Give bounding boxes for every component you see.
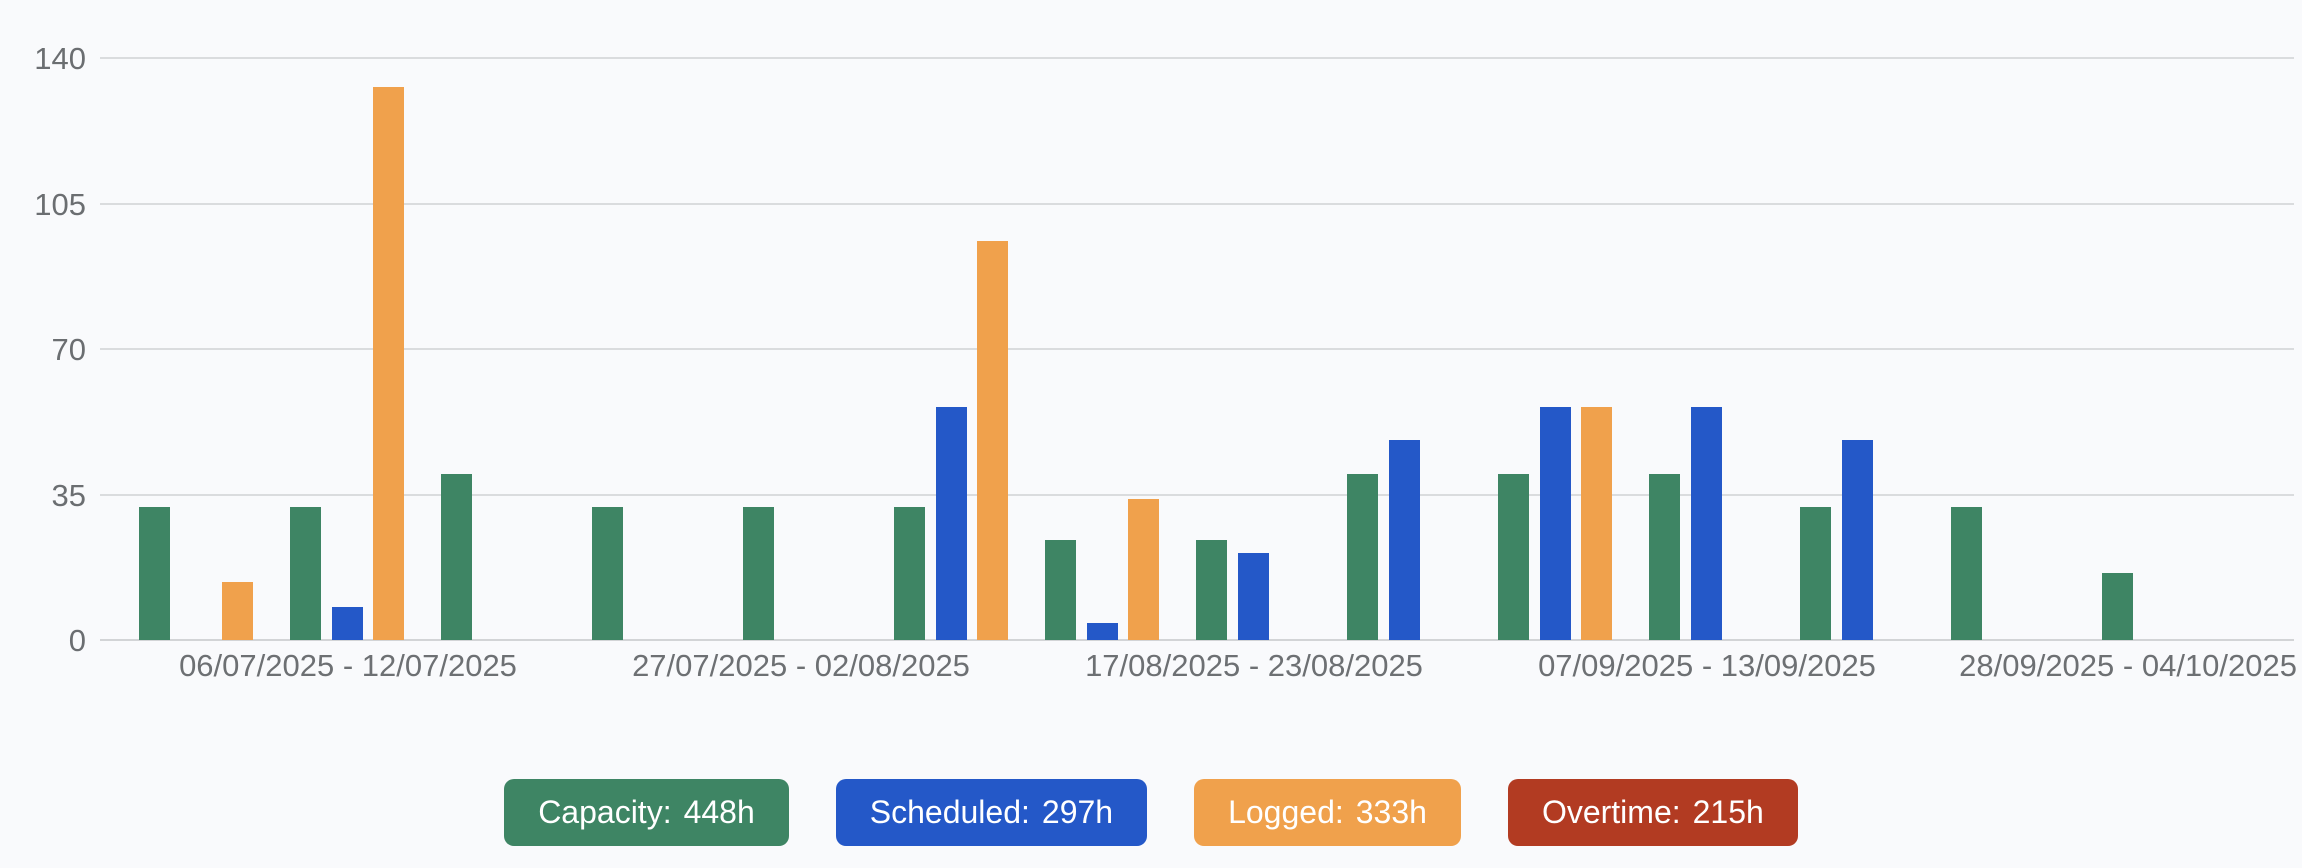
chart-legend: Capacity: 448h Scheduled: 297h Logged: 333h Ov… [0, 779, 2302, 846]
bar-logged-week-2[interactable] [373, 87, 404, 640]
x-axis-label-week-5: 27/07/2025 - 02/08/2025 [632, 648, 970, 683]
x-axis-label-week-2: 06/07/2025 - 12/07/2025 [179, 648, 517, 683]
bar-scheduled-week-9[interactable] [1388, 440, 1420, 640]
x-axis-label-week-11: 07/09/2025 - 13/09/2025 [1538, 648, 1876, 683]
bar-scheduled-week-12[interactable] [1841, 440, 1873, 640]
legend-logged-label: Logged: [1228, 794, 1344, 830]
bar-logged-week-7[interactable] [1128, 499, 1159, 640]
bar-capacity-week-2[interactable] [290, 507, 321, 640]
bar-capacity-week-8[interactable] [1196, 540, 1227, 640]
bar-capacity-week-5[interactable] [743, 507, 774, 640]
y-axis-tick-label-105: 105 [34, 186, 86, 222]
legend-scheduled-pill[interactable]: Scheduled: 297h [835, 779, 1148, 846]
bar-capacity-week-6[interactable] [894, 507, 925, 640]
bar-capacity-week-12[interactable] [1800, 507, 1831, 640]
bar-scheduled-week-2[interactable] [331, 607, 363, 640]
legend-capacity-label: Capacity: [538, 794, 672, 830]
bar-scheduled-week-10[interactable] [1539, 407, 1571, 640]
bar-logged-week-10[interactable] [1581, 407, 1612, 640]
legend-overtime-pill[interactable]: Overtime: 215h [1507, 779, 1798, 846]
x-axis-label-week-14: 28/09/2025 - 04/10/2025 [1959, 648, 2297, 683]
bar-scheduled-week-7[interactable] [1086, 623, 1118, 640]
bar-logged-week-6[interactable] [977, 241, 1008, 640]
bar-capacity-week-11[interactable] [1649, 474, 1680, 640]
y-axis-tick-label-0: 0 [68, 623, 86, 658]
legend-logged-value: 333h [1355, 794, 1427, 830]
bar-scheduled-week-6[interactable] [935, 407, 967, 640]
legend-capacity-pill[interactable]: Capacity: 448h [504, 779, 789, 846]
x-axis-label-week-8: 17/08/2025 - 23/08/2025 [1085, 648, 1423, 683]
legend-scheduled-label: Scheduled: [869, 794, 1030, 830]
legend-capacity-value: 448h [683, 794, 755, 830]
bar-capacity-week-9[interactable] [1347, 474, 1378, 640]
y-axis-tick-label-70: 70 [51, 332, 86, 367]
bar-capacity-week-13[interactable] [1951, 507, 1982, 640]
bar-logged-week-1[interactable] [222, 582, 253, 640]
gridline-140 [100, 57, 2294, 59]
legend-logged-pill[interactable]: Logged: 333h [1194, 779, 1461, 846]
bar-capacity-week-10[interactable] [1498, 474, 1529, 640]
bar-scheduled-week-8[interactable] [1237, 553, 1269, 640]
x-axis-baseline [100, 639, 2294, 641]
y-axis-tick-label-35: 35 [51, 477, 86, 513]
bar-capacity-week-3[interactable] [441, 474, 472, 640]
gridline-35 [100, 493, 2294, 496]
gridline-70 [100, 348, 2294, 350]
bar-capacity-week-4[interactable] [592, 507, 623, 640]
gridline-105 [100, 202, 2294, 205]
bar-capacity-week-1[interactable] [139, 507, 170, 640]
legend-scheduled-value: 297h [1041, 794, 1114, 830]
legend-overtime-value: 215h [1692, 794, 1764, 830]
bar-capacity-week-7[interactable] [1045, 540, 1076, 640]
y-axis-tick-label-140: 140 [34, 41, 86, 76]
legend-overtime-label: Overtime: [1541, 794, 1681, 830]
bar-capacity-week-14[interactable] [2102, 573, 2133, 640]
bar-scheduled-week-11[interactable] [1690, 407, 1722, 640]
